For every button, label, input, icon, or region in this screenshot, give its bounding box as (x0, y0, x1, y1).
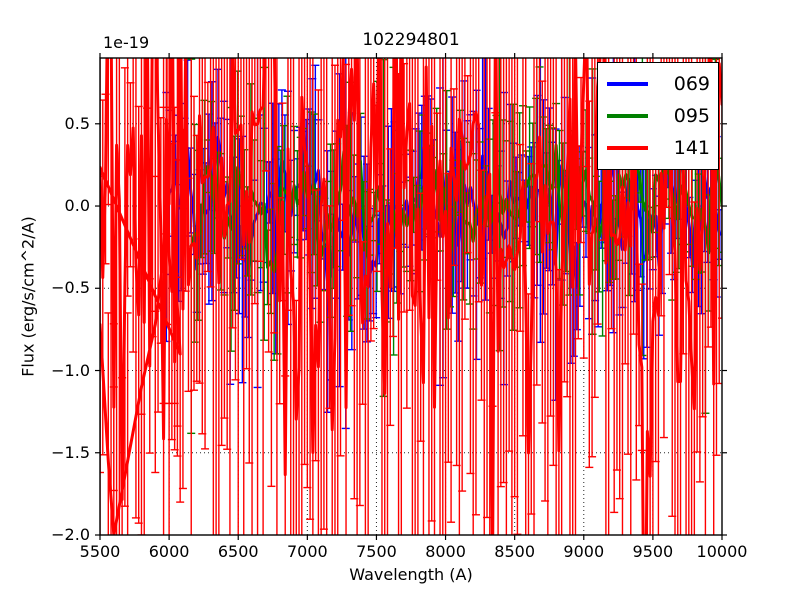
y-axis-offset-text: 1e-19 (103, 33, 150, 52)
x-tick-label: 9000 (563, 542, 605, 561)
legend-swatch-095 (607, 114, 648, 118)
x-tick-label: 8000 (425, 542, 466, 561)
x-tick-label: 6500 (217, 542, 259, 561)
x-tick-label: 8500 (494, 542, 536, 561)
x-axis-label: Wavelength (A) (349, 565, 473, 584)
legend-swatch-141 (607, 146, 648, 150)
y-tick-label: 0.5 (64, 113, 90, 133)
x-tick-label: 9500 (632, 542, 674, 561)
legend-item-141[interactable]: 141 (598, 132, 718, 164)
x-tick-label: 7500 (356, 542, 397, 561)
x-tick-label: 10000 (696, 542, 748, 561)
y-tick-label: −1.5 (51, 442, 90, 462)
y-tick-label: −0.5 (51, 278, 90, 298)
x-tick-label: 7000 (286, 542, 328, 561)
legend-swatch-069 (607, 82, 648, 86)
x-tick-label: 5500 (79, 542, 121, 561)
legend-label: 095 (673, 105, 710, 127)
y-tick-label: −2.0 (51, 525, 90, 544)
y-tick-label: −1.0 (51, 360, 90, 380)
page-title: 102294801 (362, 30, 460, 50)
legend-item-069[interactable]: 069 (598, 68, 718, 100)
x-tick-label: 6000 (148, 542, 190, 561)
chart-legend[interactable]: 069 095 141 (597, 62, 719, 170)
y-tick-label: 0.0 (64, 196, 90, 216)
legend-item-095[interactable]: 095 (598, 100, 718, 132)
legend-label: 069 (673, 73, 710, 95)
legend-label: 141 (673, 137, 710, 159)
